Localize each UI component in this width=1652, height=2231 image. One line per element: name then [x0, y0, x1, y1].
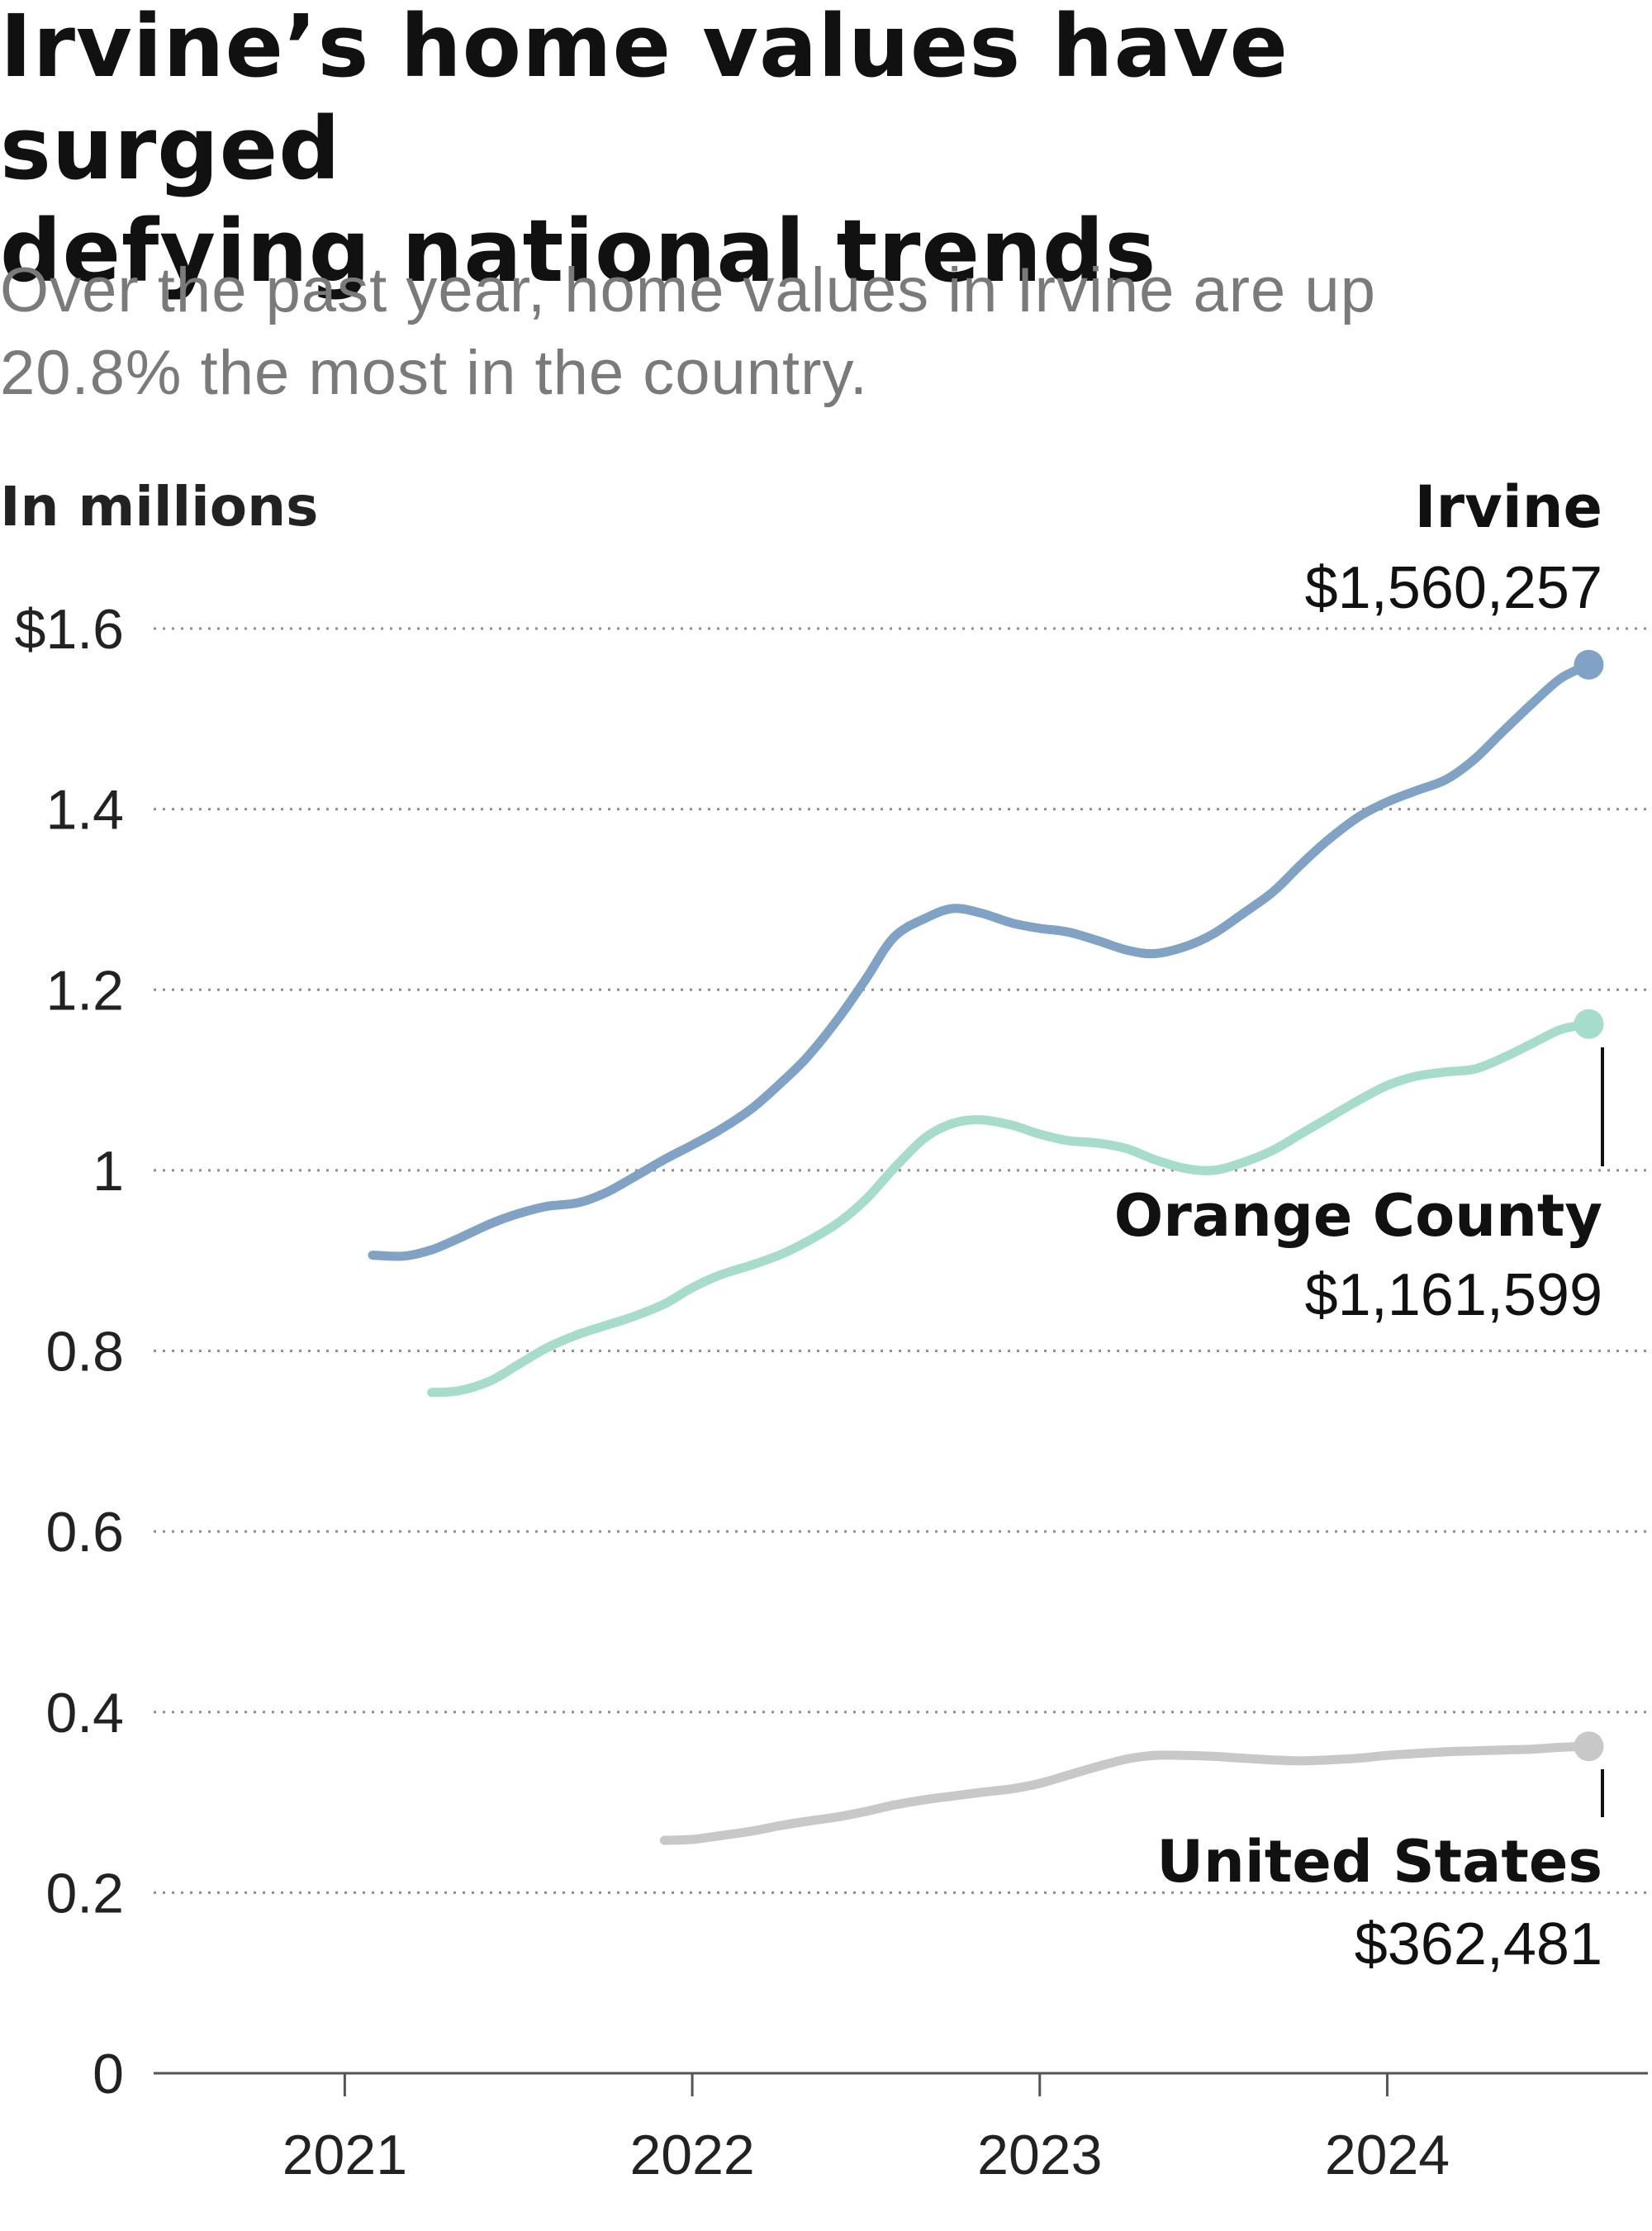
y-tick-label: 0: [93, 2043, 124, 2105]
chart-title-line-2: defying national trends: [0, 201, 1157, 301]
series-line-orange-county: [427, 1019, 1593, 1398]
y-tick-label: 0.4: [45, 1682, 124, 1744]
x-tick-label: 2023: [977, 2124, 1102, 2186]
y-axis-tick-labels: 0 0.2 0.4 0.6 0.8 1 1.2 1.4 $1.6: [15, 598, 124, 2105]
series-endpoint-irvine: [1574, 649, 1604, 680]
series-name-united-states: United States: [1156, 1828, 1602, 1896]
series-name-irvine: Irvine: [1415, 473, 1603, 541]
gridlines: [154, 627, 1648, 1894]
series-name-orange-county: Orange County: [1114, 1182, 1602, 1250]
series-lines: [368, 649, 1604, 1845]
series-line-united-states: [659, 1741, 1593, 1845]
y-axis-unit-label: In millions: [0, 475, 318, 539]
series-value-irvine: $1,560,257: [1305, 555, 1602, 621]
chart-title: Irvine’s home values have surged defying…: [0, 0, 1619, 302]
series-line-irvine: [368, 660, 1593, 1261]
series-end-labels: Irvine $1,560,257 Orange County $1,161,599 U…: [1114, 473, 1602, 1977]
y-tick-label: 0.2: [45, 1862, 124, 1925]
chart-title-line-1: Irvine’s home values have surged: [0, 0, 1289, 199]
y-tick-label: 1: [93, 1140, 124, 1203]
series-value-orange-county: $1,161,599: [1305, 1262, 1602, 1328]
y-tick-label: $1.6: [15, 598, 124, 661]
series-endpoint-united-states: [1574, 1731, 1604, 1762]
y-tick-label: 0.8: [45, 1321, 124, 1384]
y-tick-label: 1.4: [45, 779, 124, 842]
x-tick-label: 2022: [629, 2124, 754, 2186]
y-tick-label: 0.6: [45, 1501, 124, 1564]
x-tick-label: 2024: [1325, 2124, 1450, 2186]
x-axis: [154, 2072, 1648, 2096]
y-tick-label: 1.2: [45, 959, 124, 1022]
series-endpoint-orange-county: [1574, 1009, 1604, 1039]
x-tick-label: 2021: [282, 2124, 407, 2186]
x-axis-tick-labels: 2021 2022 2023 2024: [282, 2124, 1450, 2186]
series-value-united-states: $362,481: [1355, 1911, 1602, 1977]
chart-subtitle: Over the past year, home values in Irvin…: [0, 255, 1376, 408]
